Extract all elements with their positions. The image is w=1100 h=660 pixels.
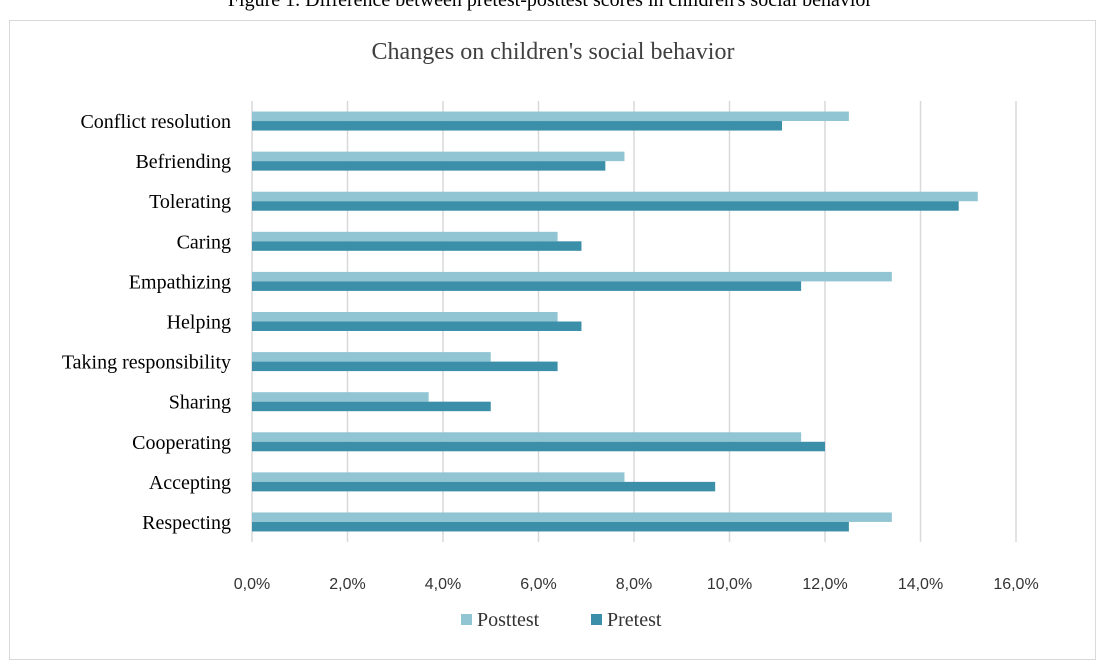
bar-posttest	[252, 312, 558, 322]
x-tick-label: 12,0%	[802, 576, 847, 593]
bar-posttest	[252, 392, 429, 402]
category-label: Helping	[167, 312, 231, 334]
category-labels: Conflict resolution Befriending Tolerating…	[62, 111, 231, 534]
bar-pretest	[252, 321, 582, 331]
bar-posttest	[252, 512, 892, 522]
bar-posttest	[252, 151, 625, 162]
bar-posttest	[252, 111, 849, 122]
bar-pretest	[252, 121, 783, 131]
x-tick-label: 14,0%	[898, 576, 943, 593]
bar-pretest	[252, 201, 959, 211]
category-label: Sharing	[169, 392, 231, 414]
bar-pretest	[252, 361, 558, 372]
category-label: Conflict resolution	[80, 111, 231, 133]
bar-posttest	[252, 472, 625, 482]
x-tick-label: 8,0%	[616, 576, 652, 593]
figure-caption: Figure 1. Difference between pretest-pos…	[227, 0, 873, 11]
category-label: Befriending	[135, 151, 231, 173]
bar-posttest	[252, 231, 558, 242]
x-tick-label: 0,0%	[234, 576, 270, 593]
bar-pretest	[252, 281, 802, 291]
category-label: Accepting	[149, 472, 231, 494]
category-label: Caring	[177, 231, 231, 253]
x-tick-label: 16,0%	[993, 576, 1038, 593]
chart-frame: Changes on children's social behavior Co…	[9, 20, 1096, 660]
bar-chart: Changes on children's social behavior Co…	[62, 39, 1039, 631]
category-label: Empathizing	[129, 271, 231, 293]
bar-posttest	[252, 432, 802, 442]
category-label: Cooperating	[132, 432, 231, 454]
bars	[252, 111, 978, 532]
x-tick-label: 2,0%	[329, 576, 365, 593]
legend-label-posttest: Posttest	[477, 609, 540, 631]
chart-title: Changes on children's social behavior	[372, 39, 735, 65]
legend: Posttest Pretest	[461, 609, 662, 631]
x-tick-label: 6,0%	[520, 576, 556, 593]
bar-pretest	[252, 481, 716, 492]
bar-posttest	[252, 191, 978, 202]
bar-posttest	[252, 352, 491, 362]
bar-pretest	[252, 241, 582, 251]
category-label: Taking responsibility	[62, 352, 231, 374]
legend-swatch-posttest	[461, 614, 472, 625]
legend-swatch-pretest	[591, 614, 602, 625]
bar-pretest	[252, 521, 849, 532]
x-tick-label: 10,0%	[707, 576, 752, 593]
bar-posttest	[252, 271, 892, 282]
bar-pretest	[252, 401, 491, 412]
bar-pretest	[252, 441, 825, 452]
legend-label-pretest: Pretest	[607, 609, 662, 631]
category-label: Respecting	[142, 512, 231, 534]
grid-lines	[251, 101, 1017, 542]
x-axis-ticks: 0,0% 2,0% 4,0% 6,0% 8,0% 10,0% 12,0% 14,0% 16,0%	[234, 576, 1039, 593]
bar-pretest	[252, 161, 606, 171]
x-tick-label: 4,0%	[425, 576, 461, 593]
category-label: Tolerating	[149, 191, 231, 213]
